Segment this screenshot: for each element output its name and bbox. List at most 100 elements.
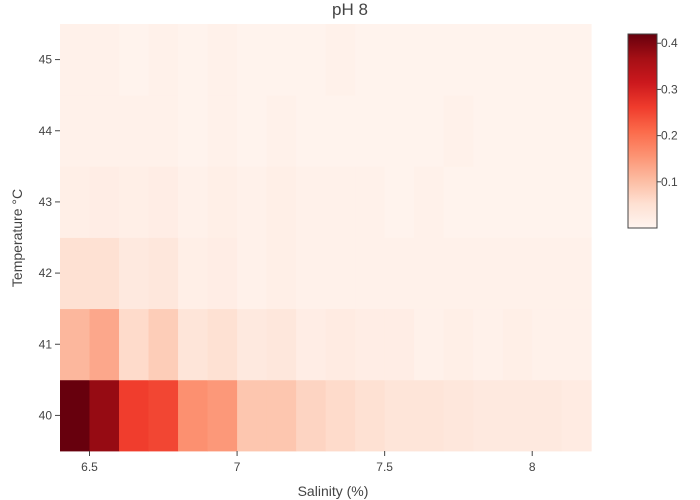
heatmap-cell	[502, 379, 533, 452]
heatmap-cell	[384, 237, 415, 310]
heatmap-cell	[561, 308, 592, 381]
heatmap-cell	[266, 166, 297, 238]
heatmap-cell	[237, 237, 267, 310]
colorbar-tick-label: 0.2	[661, 129, 678, 143]
heatmap-cell	[532, 237, 563, 310]
heatmap-cell	[532, 379, 563, 452]
heatmap-cell	[296, 237, 327, 310]
heatmap-cell	[119, 237, 149, 310]
heatmap-cell	[384, 95, 415, 167]
heatmap-cell	[237, 166, 267, 238]
colorbar-tick-label: 0.4	[661, 36, 678, 50]
heatmap-cell	[89, 24, 120, 96]
heatmap-cell	[325, 24, 356, 96]
heatmap-cell	[60, 24, 90, 96]
heatmap-cell	[148, 95, 179, 167]
heatmap-cell	[296, 308, 327, 381]
heatmap-cell	[119, 166, 149, 238]
heatmap-cell	[266, 308, 297, 381]
heatmap-cell	[148, 379, 179, 452]
heatmap-cell	[414, 237, 445, 310]
heatmap-cell	[178, 379, 208, 452]
heatmap-cell	[296, 95, 327, 167]
heatmap-cell	[207, 95, 238, 167]
heatmap-cell	[355, 308, 386, 381]
heatmap-cell	[325, 95, 356, 167]
heatmap-cell	[473, 237, 504, 310]
y-tick-label: 45	[39, 53, 53, 67]
x-tick-label: 7.5	[376, 460, 393, 474]
heatmap-cell	[178, 308, 208, 381]
heatmap-cell	[502, 237, 533, 310]
heatmap-cell	[237, 95, 267, 167]
y-tick-label: 41	[39, 337, 53, 351]
heatmap-cell	[89, 379, 120, 452]
heatmap-cell	[443, 24, 474, 96]
heatmap-cell	[384, 166, 415, 238]
heatmap-cell	[237, 308, 267, 381]
heatmap-cell	[532, 166, 563, 238]
heatmap-cell	[119, 379, 149, 452]
heatmap-cell	[178, 166, 208, 238]
colorbar-tick-label: 0.1	[661, 175, 678, 189]
heatmap-cell	[207, 308, 238, 381]
y-axis: 40 41 42 43 44 45	[39, 53, 60, 422]
heatmap-cell	[502, 24, 533, 96]
heatmap-cell	[502, 308, 533, 381]
heatmap-cell	[119, 308, 149, 381]
heatmap-cell	[119, 24, 149, 96]
heatmap-cell	[266, 95, 297, 167]
heatmap-cell	[414, 379, 445, 452]
heatmap-cell	[384, 308, 415, 381]
heatmap-cell	[89, 308, 120, 381]
colorbar: 0.1 0.2 0.3 0.4	[627, 33, 678, 229]
x-tick-label: 6.5	[81, 460, 98, 474]
heatmap-cell	[502, 95, 533, 167]
x-tick-label: 8	[529, 460, 536, 474]
heatmap-cell	[296, 379, 327, 452]
heatmap-cell	[60, 95, 90, 167]
heatmap-cell	[60, 237, 90, 310]
heatmap-cell	[384, 379, 415, 452]
heatmap-cell	[296, 166, 327, 238]
heatmap-cell	[266, 24, 297, 96]
heatmap-cell	[296, 24, 327, 96]
heatmap-cell	[355, 24, 386, 96]
heatmap-cell	[148, 308, 179, 381]
x-tick-label: 7	[234, 460, 241, 474]
heatmap-cell	[414, 95, 445, 167]
heatmap-cell	[561, 95, 592, 167]
heatmap-cell	[237, 24, 267, 96]
heatmap-cell	[178, 95, 208, 167]
heatmap-cell	[325, 237, 356, 310]
heatmap-cell	[60, 379, 90, 452]
heatmap-cell	[266, 237, 297, 310]
heatmap-cell	[561, 166, 592, 238]
heatmap-cell	[178, 24, 208, 96]
heatmap-cell	[414, 308, 445, 381]
heatmap-cell	[532, 95, 563, 167]
heatmap-cell	[355, 95, 386, 167]
x-axis: 6.5 7 7.5 8	[81, 451, 536, 474]
heatmap-cell	[473, 24, 504, 96]
heatmap-cell	[532, 24, 563, 96]
heatmap-cell	[443, 95, 474, 167]
colorbar-gradient	[627, 33, 658, 229]
heatmap-cell	[561, 379, 592, 452]
heatmap-cell	[237, 379, 267, 452]
heatmap-cell	[325, 379, 356, 452]
heatmap-cell	[414, 24, 445, 96]
heatmap-cell	[355, 379, 386, 452]
y-tick-label: 42	[39, 266, 53, 280]
heatmap-cell	[384, 24, 415, 96]
heatmap-cell	[148, 166, 179, 238]
y-axis-label: Temperature °C	[9, 189, 25, 287]
y-tick-label: 40	[39, 408, 53, 422]
heatmap-cell	[207, 237, 238, 310]
x-axis-label: Salinity (%)	[298, 483, 369, 499]
heatmap-cell	[178, 237, 208, 310]
heatmap-cell	[148, 24, 179, 96]
heatmap-cell	[532, 308, 563, 381]
heatmap-cell	[443, 166, 474, 238]
